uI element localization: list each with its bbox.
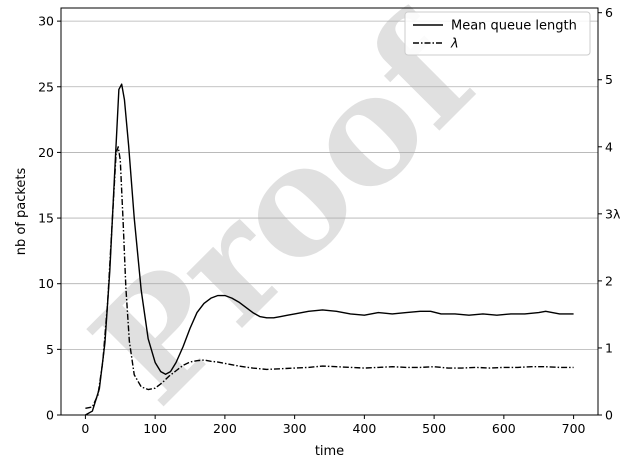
y2-tick-label: 2: [605, 273, 613, 288]
y-tick-label: 20: [38, 145, 54, 160]
y-tick-label: 10: [38, 276, 54, 291]
y-tick-label: 30: [38, 14, 54, 29]
legend-label: λ: [450, 37, 459, 52]
y2-tick-label: 5: [605, 72, 613, 87]
y-axis-label: nb of packets: [14, 167, 29, 255]
y-tick-label: 5: [46, 342, 54, 357]
legend-label: Mean queue length: [451, 19, 577, 34]
y-tick-label: 25: [38, 79, 54, 94]
x-tick-label: 100: [143, 421, 167, 436]
plot-frame: [60, 7, 599, 416]
x-axis-label: time: [315, 444, 344, 459]
y2-tick-label: 1: [605, 340, 613, 355]
y2-tick-label: 6: [605, 5, 613, 20]
x-tick-label: 600: [492, 421, 516, 436]
y-tick-label: 15: [38, 211, 54, 226]
legend-box: [404, 11, 591, 56]
x-tick-label: 500: [422, 421, 446, 436]
series-line-lambda: [85, 146, 574, 409]
x-tick-label: 400: [352, 421, 376, 436]
y2-tick-label: 4: [605, 139, 613, 154]
x-tick-label: 0: [81, 421, 89, 436]
x-tick-label: 300: [283, 421, 307, 436]
x-tick-label: 200: [213, 421, 237, 436]
series-line-mean-queue-length: [85, 83, 574, 415]
y2-tick-label: 0: [605, 408, 613, 423]
y-tick-label: 0: [46, 408, 54, 423]
x-tick-label: 700: [562, 421, 586, 436]
y2-tick-label: 3λ: [605, 206, 621, 221]
